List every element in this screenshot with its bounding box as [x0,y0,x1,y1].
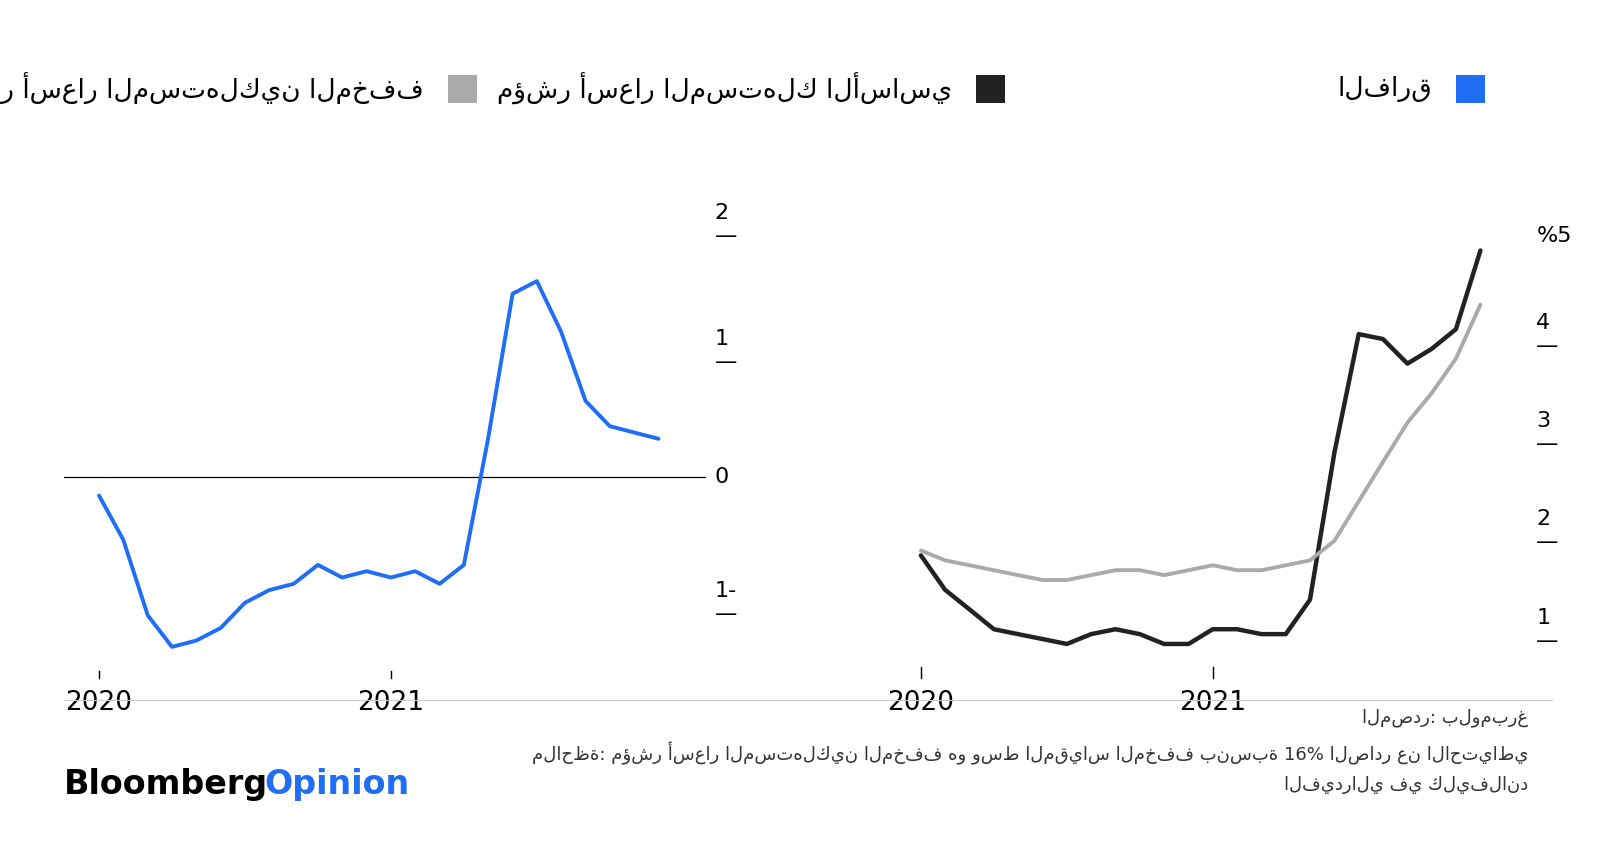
Text: مؤشر أسعار المستهلك الأساسي: مؤشر أسعار المستهلك الأساسي [498,73,952,105]
Text: مؤشر أسعار المستهلكين المخفف: مؤشر أسعار المستهلكين المخفف [0,73,424,105]
Text: المصدر: بلومبرغ: المصدر: بلومبرغ [1362,708,1528,727]
Text: ملاحظة: مؤشر أسعار المستهلكين المخفف هو وسط المقياس المخفف بنسبة 16% الصادر عن ا: ملاحظة: مؤشر أسعار المستهلكين المخفف هو … [531,742,1528,765]
Text: الفيدرالي في كليفلاند: الفيدرالي في كليفلاند [1283,776,1528,794]
Text: الفارق: الفارق [1338,76,1432,102]
Text: Opinion: Opinion [264,768,410,801]
Text: Bloomberg: Bloomberg [64,768,269,801]
